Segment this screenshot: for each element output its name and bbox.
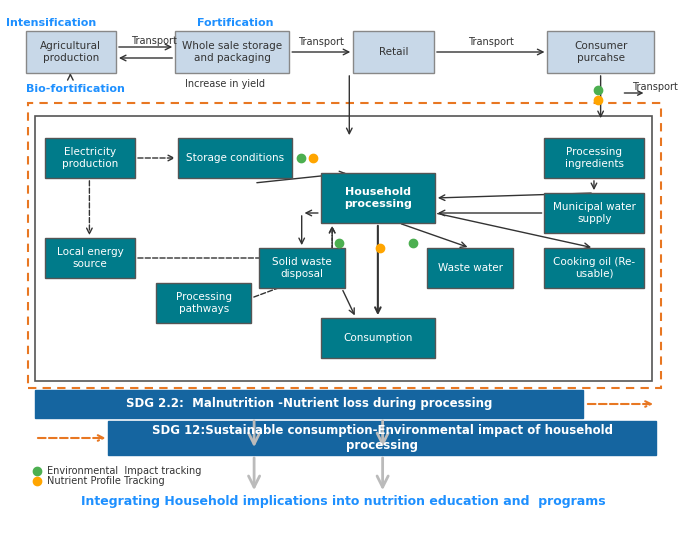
- Text: Consumption: Consumption: [343, 333, 412, 343]
- FancyBboxPatch shape: [45, 138, 135, 178]
- Text: SDG 2.2:  Malnutrition -Nutrient loss during processing: SDG 2.2: Malnutrition -Nutrient loss dur…: [125, 398, 492, 410]
- Text: Whole sale storage
and packaging: Whole sale storage and packaging: [182, 41, 282, 63]
- Text: Processing
pathways: Processing pathways: [175, 292, 232, 314]
- Text: Bio-fortification: Bio-fortification: [25, 84, 125, 94]
- FancyBboxPatch shape: [427, 248, 513, 288]
- Text: Transport: Transport: [298, 37, 344, 47]
- Text: Environmental  Impact tracking: Environmental Impact tracking: [47, 466, 201, 476]
- FancyBboxPatch shape: [156, 283, 251, 323]
- Text: Consumer
purcahse: Consumer purcahse: [574, 41, 627, 63]
- Text: Household
processing: Household processing: [344, 187, 412, 209]
- FancyBboxPatch shape: [259, 248, 345, 288]
- FancyBboxPatch shape: [45, 238, 135, 278]
- Text: Local energy
source: Local energy source: [56, 247, 123, 269]
- FancyBboxPatch shape: [547, 31, 654, 73]
- Text: Cooking oil (Re-
usable): Cooking oil (Re- usable): [553, 257, 636, 279]
- FancyBboxPatch shape: [545, 138, 645, 178]
- FancyBboxPatch shape: [545, 248, 645, 288]
- FancyBboxPatch shape: [178, 138, 292, 178]
- Text: Transport: Transport: [632, 82, 678, 92]
- Text: Intensification: Intensification: [6, 18, 97, 28]
- Text: Fortification: Fortification: [197, 18, 273, 28]
- Text: Integrating Household implications into nutrition education and  programs: Integrating Household implications into …: [82, 494, 606, 508]
- Text: Transport: Transport: [469, 37, 514, 47]
- FancyBboxPatch shape: [175, 31, 289, 73]
- Text: Increase in yield: Increase in yield: [184, 79, 264, 89]
- FancyBboxPatch shape: [321, 173, 435, 223]
- Text: Transport: Transport: [132, 36, 177, 46]
- FancyBboxPatch shape: [108, 421, 656, 455]
- FancyBboxPatch shape: [35, 390, 582, 418]
- Text: Processing
ingredients: Processing ingredients: [565, 147, 624, 169]
- Text: Municipal water
supply: Municipal water supply: [553, 202, 636, 224]
- Text: Waste water: Waste water: [438, 263, 503, 273]
- FancyBboxPatch shape: [321, 318, 435, 358]
- FancyBboxPatch shape: [353, 31, 434, 73]
- Text: SDG 12:Sustainable consumption-Environmental impact of household
processing: SDG 12:Sustainable consumption-Environme…: [151, 424, 612, 452]
- Text: Storage conditions: Storage conditions: [186, 153, 284, 163]
- Text: Electricity
production: Electricity production: [62, 147, 118, 169]
- Text: Solid waste
disposal: Solid waste disposal: [272, 257, 332, 279]
- FancyBboxPatch shape: [35, 116, 652, 381]
- Text: Retail: Retail: [379, 47, 408, 57]
- FancyBboxPatch shape: [545, 193, 645, 233]
- FancyBboxPatch shape: [25, 31, 116, 73]
- Text: Agricultural
production: Agricultural production: [40, 41, 101, 63]
- Text: Nutrient Profile Tracking: Nutrient Profile Tracking: [47, 476, 164, 486]
